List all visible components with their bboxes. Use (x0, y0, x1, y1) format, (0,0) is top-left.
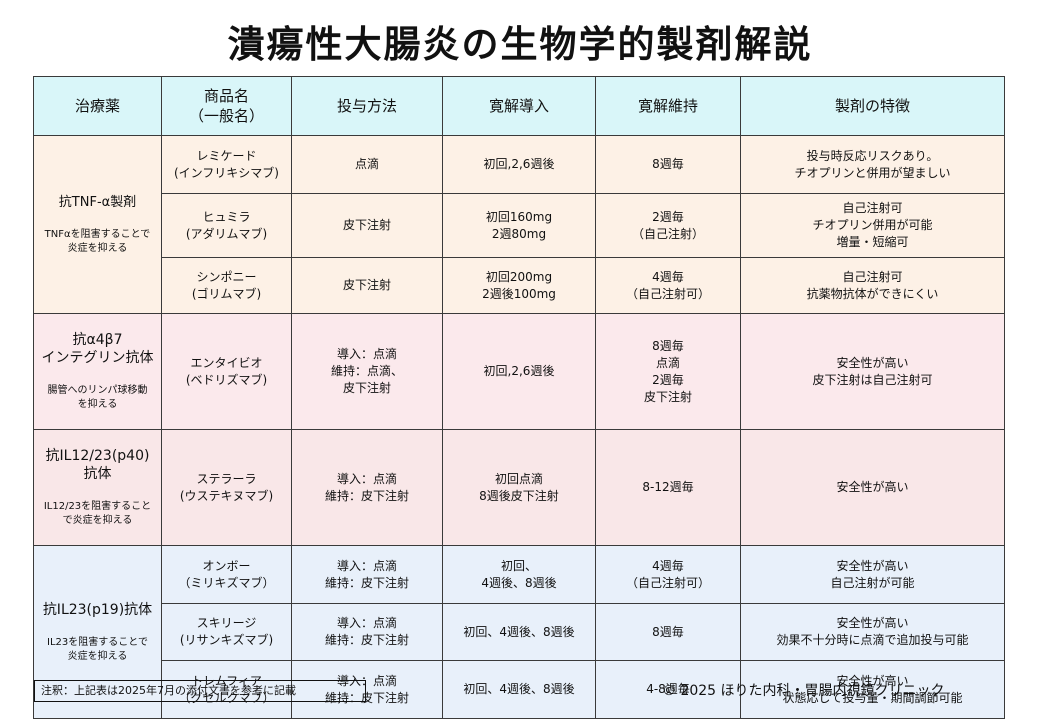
induction-cell: 初回点滴 8週後皮下注射 (442, 429, 596, 546)
admin-cell: 導入：点滴 維持：皮下注射 (291, 429, 443, 546)
table-row: トレムフィア （グセルクマブ） 導入：点滴 維持：皮下注射 初回、4週後、8週後… (34, 660, 1005, 719)
biologics-table: 治療薬 商品名 （一般名） 投与方法 寛解導入 寛解維持 製剤の特徴 抗TNF-… (33, 76, 1005, 719)
header-features: 製剤の特徴 (740, 76, 1005, 136)
header-remission-induction: 寛解導入 (442, 76, 596, 136)
features-cell: 安全性が高い 状態応じて投与量・期間調節可能 (740, 660, 1005, 719)
features-cell: 安全性が高い 自己注射が可能 (740, 545, 1005, 604)
induction-cell: 初回、4週後、8週後 (442, 603, 596, 661)
drug-class-name: 抗IL23(p19)抗体 (42, 601, 153, 618)
product-cell: スキリージ (リサンキズマブ) (161, 603, 292, 661)
maintenance-cell: 8-12週毎 (595, 429, 741, 546)
maintenance-cell: 8週毎 (595, 603, 741, 661)
induction-cell: 初回200mg 2週後100mg (442, 257, 596, 314)
features-cell: 自己注射可 抗薬物抗体ができにくい (740, 257, 1005, 314)
table-row: ヒュミラ (アダリムマブ) 皮下注射 初回160mg 2週80mg 2週毎 （自… (34, 193, 1005, 258)
admin-cell: 導入：点滴 維持：皮下注射 (291, 603, 443, 661)
maintenance-cell: 8週毎 (595, 135, 741, 194)
header-remission-maintenance: 寛解維持 (595, 76, 741, 136)
features-cell: 投与時反応リスクあり。 チオプリンと併用が望ましい (740, 135, 1005, 194)
product-cell: エンタイビオ (ベドリズマブ) (161, 313, 292, 430)
maintenance-cell: 8週毎 点滴 2週毎 皮下注射 (595, 313, 741, 430)
induction-cell: 初回,2,6週後 (442, 135, 596, 194)
induction-cell: 初回、 4週後、8週後 (442, 545, 596, 604)
table-row: スキリージ (リサンキズマブ) 導入：点滴 維持：皮下注射 初回、4週後、8週後… (34, 603, 1005, 661)
header-drug-class: 治療薬 (33, 76, 162, 136)
induction-cell: 初回、4週後、8週後 (442, 660, 596, 719)
table-row: 抗TNF-α製剤 TNFαを阻害することで 炎症を抑える レミケード (インフリ… (33, 135, 1005, 314)
header-administration: 投与方法 (291, 76, 443, 136)
maintenance-cell: 4週毎 （自己注射可） (595, 257, 741, 314)
features-cell: 安全性が高い 皮下注射は自己注射可 (740, 313, 1005, 430)
drug-class-il23: 抗IL23(p19)抗体 IL23を阻害することで 炎症を抑える (33, 545, 162, 719)
admin-cell: 皮下注射 (291, 193, 443, 258)
drug-class-name: 抗α4β7 インテグリン抗体 (41, 332, 154, 366)
drug-class-name: 抗TNF-α製剤 (58, 194, 137, 210)
drug-class-il12-23: 抗IL12/23(p40) 抗体 IL12/23を阻害すること で炎症を抑える (33, 429, 162, 546)
drug-class-desc: IL23を阻害することで 炎症を抑える (47, 636, 148, 662)
maintenance-cell: 2週毎 （自己注射） (595, 193, 741, 258)
header-product-name: 商品名 （一般名） (161, 76, 292, 136)
drug-class-desc: 腸管へのリンパ球移動 を抑える (47, 385, 148, 410)
maintenance-cell: 4週毎 （自己注射可） (595, 545, 741, 604)
product-cell: レミケード (インフリキシマブ) (161, 135, 292, 194)
induction-cell: 初回,2,6週後 (442, 313, 596, 430)
product-cell: ステラーラ (ウステキヌマブ) (161, 429, 292, 546)
features-cell: 安全性が高い (740, 429, 1005, 546)
page-title: 潰瘍性大腸炎の生物学的製剤解説 (227, 23, 813, 66)
copyright: © 2025 ほりた内科・胃腸内視鏡クリニック (662, 683, 945, 699)
table-header-row: 治療薬 商品名 （一般名） 投与方法 寛解導入 寛解維持 製剤の特徴 (33, 76, 1005, 136)
maintenance-cell: 4-8週毎 (595, 660, 741, 719)
admin-cell: 導入：点滴 維持：皮下注射 (291, 545, 443, 604)
table-row: 抗IL23(p19)抗体 IL23を阻害することで 炎症を抑える オンボー （ミ… (33, 545, 1005, 719)
product-cell: トレムフィア （グセルクマブ） (161, 660, 292, 719)
product-cell: オンボー （ミリキズマブ） (161, 545, 292, 604)
drug-class-tnf: 抗TNF-α製剤 TNFαを阻害することで 炎症を抑える (33, 135, 162, 314)
drug-class-name: 抗IL12/23(p40) 抗体 (45, 448, 150, 482)
drug-class-a4b7: 抗α4β7 インテグリン抗体 腸管へのリンパ球移動 を抑える (33, 313, 162, 430)
footnote: 注釈：上記表は2025年7月の添付文書を参考に記載 (34, 680, 366, 702)
admin-cell: 点滴 (291, 135, 443, 194)
admin-cell: 導入：点滴 維持：点滴、 皮下注射 (291, 313, 443, 430)
features-cell: 安全性が高い 効果不十分時に点滴で追加投与可能 (740, 603, 1005, 661)
table-row: 抗IL12/23(p40) 抗体 IL12/23を阻害すること で炎症を抑える … (33, 429, 1005, 546)
features-cell: 自己注射可 チオプリン併用が可能 増量・短縮可 (740, 193, 1005, 258)
drug-class-desc: IL12/23を阻害すること で炎症を抑える (43, 501, 152, 526)
induction-cell: 初回160mg 2週80mg (442, 193, 596, 258)
admin-cell: 皮下注射 (291, 257, 443, 314)
table-row: シンポニー (ゴリムマブ) 皮下注射 初回200mg 2週後100mg 4週毎 … (34, 257, 1005, 314)
drug-class-desc: TNFαを阻害することで 炎症を抑える (44, 228, 151, 254)
table-row: 抗α4β7 インテグリン抗体 腸管へのリンパ球移動 を抑える エンタイビオ (ベ… (33, 313, 1005, 430)
product-cell: シンポニー (ゴリムマブ) (161, 257, 292, 314)
product-cell: ヒュミラ (アダリムマブ) (161, 193, 292, 258)
